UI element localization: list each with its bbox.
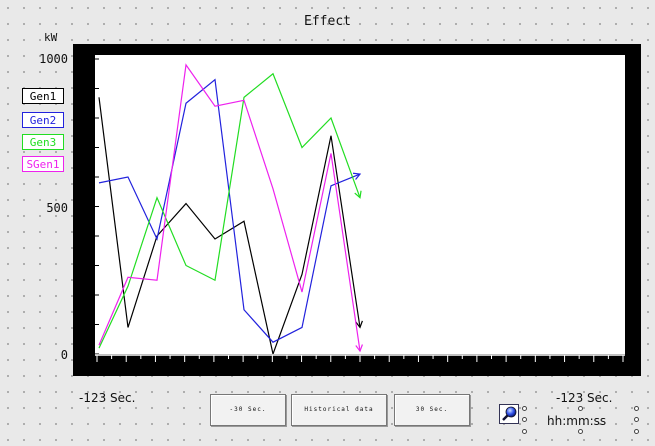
- time-left-label: -123 Sec.: [79, 391, 136, 405]
- time-right-label: -123 Sec.: [556, 391, 613, 405]
- legend-gen2[interactable]: Gen2: [22, 112, 64, 128]
- legend-sgen1[interactable]: SGen1: [22, 156, 64, 172]
- series-arrow-gen3: [354, 190, 362, 199]
- forward-30-sec-button[interactable]: 30 Sec.: [394, 394, 470, 426]
- resize-handle[interactable]: [522, 406, 527, 411]
- historical-data-button[interactable]: Historical data: [291, 394, 387, 426]
- legend-gen1[interactable]: Gen1: [22, 88, 64, 104]
- chart-title: Effect: [304, 14, 351, 29]
- x-axis-ticks: [95, 354, 625, 362]
- y-unit-label: kW: [44, 31, 58, 44]
- y-tick-label-500: 500: [46, 201, 68, 215]
- series-line-sgen1: [98, 63, 361, 352]
- y-tick-label-1000: 1000: [39, 52, 68, 66]
- magnifier-icon[interactable]: [499, 404, 519, 424]
- series-arrow-sgen1: [355, 344, 363, 353]
- chart-frame: [73, 44, 641, 376]
- line-chart: [95, 58, 363, 354]
- resize-handle[interactable]: [522, 417, 527, 422]
- series-arrow-gen1: [355, 320, 363, 329]
- resize-handle[interactable]: [634, 429, 639, 434]
- series-line-gen1: [98, 97, 361, 354]
- series-line-gen3: [98, 72, 361, 349]
- time-format-label: hh:mm:ss: [547, 414, 607, 428]
- resize-handle[interactable]: [522, 429, 527, 434]
- plot-area: [95, 55, 625, 354]
- series-arrow-gen2: [352, 172, 362, 180]
- resize-handle[interactable]: [634, 417, 639, 422]
- resize-handle[interactable]: [634, 406, 639, 411]
- resize-handle[interactable]: [578, 406, 583, 411]
- legend-gen3[interactable]: Gen3: [22, 134, 64, 150]
- y-tick-label-0: 0: [60, 348, 68, 362]
- resize-handle[interactable]: [578, 429, 583, 434]
- series-line-gen2: [98, 78, 361, 343]
- back-30-sec-button[interactable]: -30 Sec.: [210, 394, 286, 426]
